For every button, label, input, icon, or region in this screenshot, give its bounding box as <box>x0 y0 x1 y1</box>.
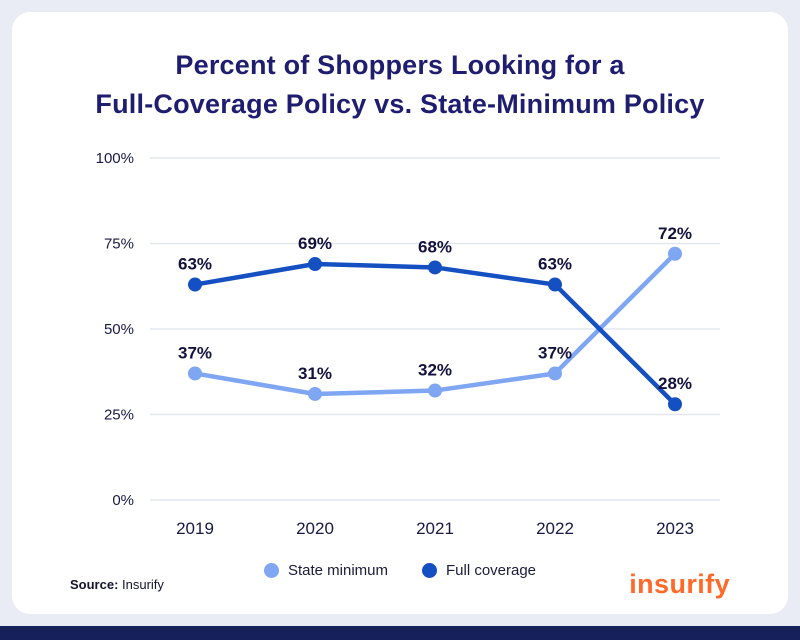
line-chart: 0% 25% 50% 75% 100% 2019 2020 2021 2022 2023 37% 31… <box>96 150 720 538</box>
svg-text:31%: 31% <box>298 364 332 383</box>
footer: Source: Insurify insurify <box>70 569 730 600</box>
source-label: Source: <box>70 577 119 592</box>
legend-label-state-minimum: State minimum <box>287 562 388 580</box>
legend-item-state-minimum: State minimum <box>263 562 388 580</box>
svg-text:63%: 63% <box>178 255 212 274</box>
legend-item-full-coverage: Full coverage <box>421 562 537 580</box>
insurify-logo: insurify <box>629 569 730 599</box>
svg-text:32%: 32% <box>418 361 452 380</box>
svg-text:37%: 37% <box>178 344 212 363</box>
svg-text:25%: 25% <box>104 407 134 424</box>
source-attribution: Source: Insurify <box>70 577 164 592</box>
chart-title-line2: Full-Coverage Policy vs. State-Minimum P… <box>95 89 705 120</box>
full-coverage-dot-icon <box>421 563 437 579</box>
legend-label-full-coverage: Full coverage <box>445 562 537 580</box>
svg-text:28%: 28% <box>658 375 692 394</box>
svg-text:2023: 2023 <box>656 519 694 538</box>
svg-text:69%: 69% <box>298 234 332 253</box>
svg-text:0%: 0% <box>112 492 134 509</box>
chart-legend: State minimum Full coverage <box>12 562 788 579</box>
svg-text:75%: 75% <box>104 236 134 253</box>
svg-text:68%: 68% <box>418 238 452 257</box>
chart-title: Percent of Shoppers Looking for a Full-C… <box>12 46 788 124</box>
svg-text:2022: 2022 <box>536 519 574 538</box>
svg-text:2019: 2019 <box>176 519 214 538</box>
chart-title-line1: Percent of Shoppers Looking for a <box>175 50 625 80</box>
chart-card: Percent of Shoppers Looking for a Full-C… <box>12 12 788 614</box>
svg-text:2021: 2021 <box>416 519 454 538</box>
svg-text:63%: 63% <box>538 255 572 274</box>
svg-text:50%: 50% <box>104 321 134 338</box>
svg-text:72%: 72% <box>658 224 692 243</box>
state-minimum-dot-icon <box>263 563 279 579</box>
svg-text:2020: 2020 <box>296 519 334 538</box>
svg-text:100%: 100% <box>96 150 134 167</box>
source-value: Insurify <box>118 577 164 592</box>
bottom-accent-bar <box>0 626 800 640</box>
svg-text:37%: 37% <box>538 344 572 363</box>
